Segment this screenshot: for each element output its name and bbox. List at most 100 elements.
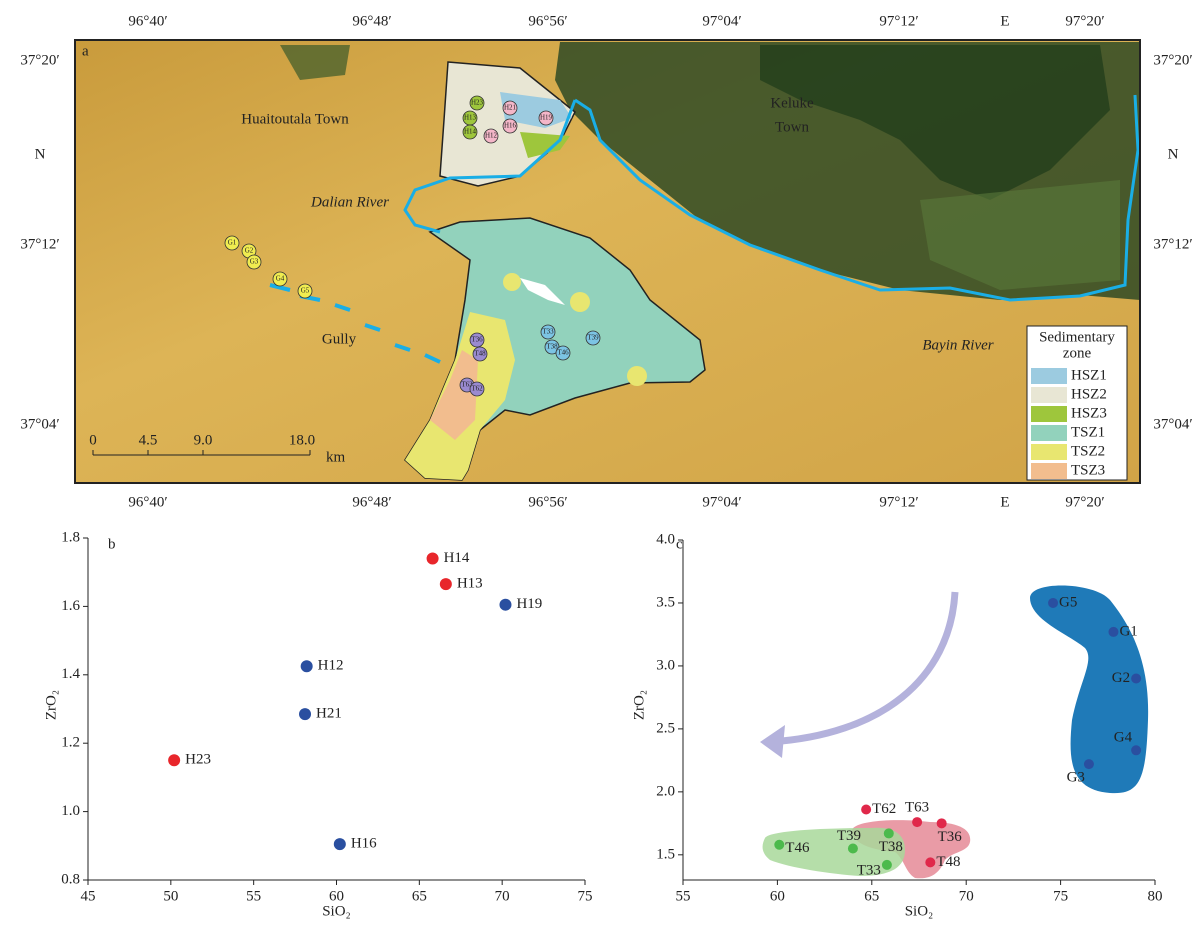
lat-label: N (1168, 146, 1179, 162)
zone-tsz2-patch (570, 292, 590, 312)
lat-label: 37°12′ (20, 236, 59, 252)
map-sample-label: T36 (471, 336, 483, 344)
place-label: Huaitoutala Town (241, 111, 349, 127)
trend-arrow-head (760, 725, 785, 758)
y-tick-label: 3.0 (656, 657, 675, 673)
y-axis-label: ZrO₂ (631, 690, 647, 720)
x-axis-label: SiO₂ (905, 903, 934, 919)
x-tick-label: 60 (770, 888, 785, 904)
point (848, 844, 858, 854)
lon-label: 97°20′ (1065, 494, 1104, 510)
map-sample-label: G3 (250, 258, 259, 266)
map-sample-label: T46 (557, 349, 569, 357)
legend-label: TSZ3 (1071, 462, 1105, 478)
legend-label: TSZ1 (1071, 424, 1105, 440)
place-label: Dalian River (310, 194, 389, 210)
place-label: Keluke (770, 95, 814, 111)
lon-label: 96°56′ (528, 494, 567, 510)
y-tick-label: 0.8 (61, 871, 80, 887)
legend-title: zone (1063, 345, 1092, 361)
panel-label: a (82, 43, 89, 59)
y-tick-label: 3.5 (656, 594, 675, 610)
lon-label: 97°20′ (1065, 13, 1104, 29)
y-tick-label: 1.0 (61, 803, 80, 819)
x-tick-label: 60 (329, 888, 344, 904)
x-tick-label: 50 (163, 888, 178, 904)
point (774, 840, 784, 850)
legend-swatch (1031, 368, 1067, 384)
x-tick-label: 45 (81, 888, 96, 904)
point (1108, 627, 1118, 637)
point-label: H19 (516, 596, 542, 612)
point (882, 860, 892, 870)
point-label: G2 (1112, 670, 1130, 686)
map-sample-label: H14 (464, 128, 477, 136)
map-sample-label: G5 (301, 287, 310, 295)
lon-label: E (1000, 13, 1009, 29)
legend-title: Sedimentary (1039, 329, 1115, 345)
map-sample-label: T48 (474, 350, 486, 358)
legend-swatch (1031, 406, 1067, 422)
map-sample-label: T39 (587, 334, 599, 342)
place-label: Town (775, 119, 809, 135)
point (1131, 745, 1141, 755)
map-sample-label: G1 (228, 239, 237, 247)
map-sample-label: H12 (485, 132, 498, 140)
y-tick-label: 2.5 (656, 720, 675, 736)
x-tick-label: 70 (959, 888, 974, 904)
map-sample-label: H23 (471, 99, 484, 107)
legend-swatch (1031, 463, 1067, 479)
map-sample-label: H21 (504, 104, 517, 112)
legend-swatch (1031, 444, 1067, 460)
legend-label: TSZ2 (1071, 443, 1105, 459)
point (499, 599, 511, 611)
map-panel (75, 40, 1140, 483)
lat-label: N (35, 146, 46, 162)
y-tick-label: 1.8 (61, 529, 80, 545)
map-sample-label: T33 (542, 328, 554, 336)
lon-label: 97°04′ (702, 13, 741, 29)
map-sample-label: G4 (276, 275, 285, 283)
y-tick-label: 1.4 (61, 666, 80, 682)
x-tick-label: 70 (495, 888, 510, 904)
point-label: T38 (879, 839, 903, 855)
point-label: H16 (351, 836, 377, 852)
point (440, 578, 452, 590)
scale-label: km (326, 449, 346, 465)
lat-label: 37°04′ (1153, 416, 1192, 432)
y-tick-label: 2.0 (656, 783, 675, 799)
y-axis-label: ZrO₂ (43, 690, 59, 720)
panel-label: c (676, 536, 683, 552)
lon-label: 96°56′ (528, 13, 567, 29)
lon-label: 97°12′ (879, 494, 918, 510)
figure: a96°40′96°40′96°48′96°48′96°56′96°56′97°… (0, 0, 1204, 929)
lat-label: 37°12′ (1153, 236, 1192, 252)
map-sample-label: G2 (245, 247, 254, 255)
point-label: H13 (457, 576, 483, 592)
x-tick-label: 80 (1148, 888, 1163, 904)
point (937, 818, 947, 828)
point (168, 754, 180, 766)
lon-label: 96°48′ (352, 13, 391, 29)
point (861, 804, 871, 814)
point-label: T63 (905, 800, 929, 816)
point (884, 828, 894, 838)
map-sample-label: H13 (464, 114, 477, 122)
lat-label: 37°04′ (20, 416, 59, 432)
x-axis-label: SiO₂ (322, 903, 351, 919)
point-label: H21 (316, 706, 342, 722)
point (1048, 598, 1058, 608)
point (301, 660, 313, 672)
x-tick-label: 65 (412, 888, 427, 904)
lon-label: 97°04′ (702, 494, 741, 510)
x-tick-label: 75 (1053, 888, 1068, 904)
point-label: G3 (1067, 770, 1085, 786)
point (299, 708, 311, 720)
x-tick-label: 55 (246, 888, 261, 904)
point-label: T36 (938, 829, 963, 845)
point (1131, 674, 1141, 684)
point-label: H12 (318, 658, 344, 674)
point (427, 553, 439, 565)
legend-swatch (1031, 387, 1067, 403)
panel-label: b (108, 536, 116, 552)
